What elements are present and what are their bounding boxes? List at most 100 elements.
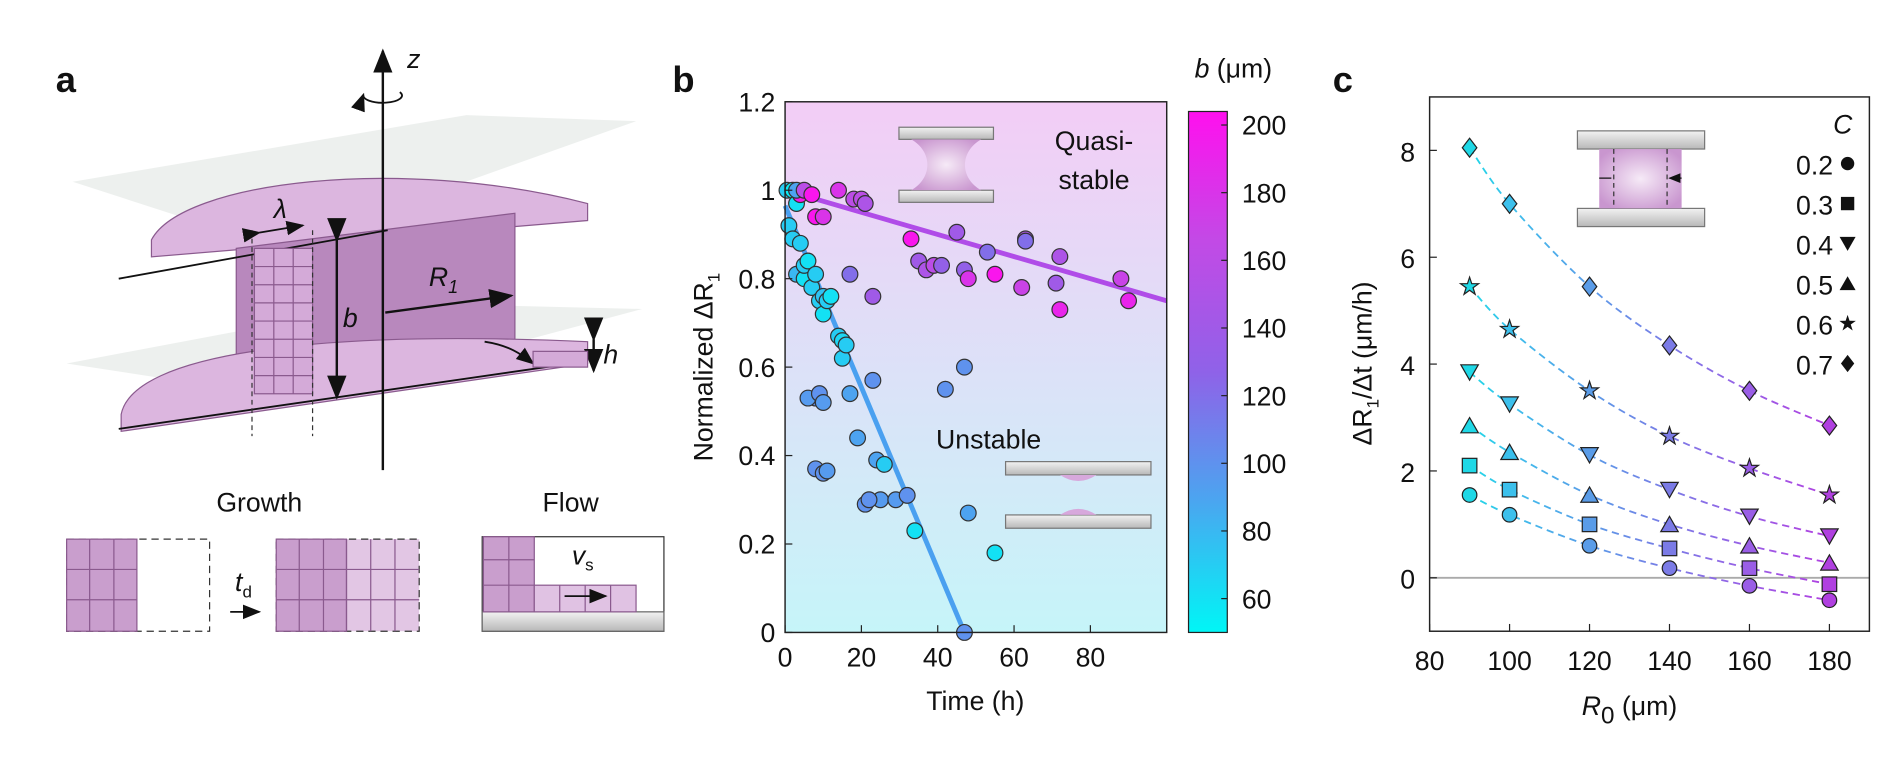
- x-axis-label: (μm): [1615, 691, 1678, 721]
- edge: [118, 360, 588, 430]
- marker: [1661, 334, 1678, 356]
- subscript: 0: [1601, 702, 1614, 729]
- legend-label: 0.3: [1796, 190, 1833, 220]
- label: Flow: [543, 487, 600, 517]
- label: R: [429, 262, 448, 292]
- cells: [532, 350, 589, 368]
- data-point: [959, 504, 977, 522]
- marker: [1741, 560, 1758, 577]
- legend-marker: [1839, 314, 1856, 331]
- y-axis-label: Normalized ΔR1: [688, 273, 723, 462]
- legend-label: 0.2: [1796, 150, 1833, 180]
- marker: [1819, 528, 1840, 546]
- data-point: [955, 358, 973, 376]
- marker: [1579, 485, 1600, 503]
- panel-a: a z λ b R1 h Growth Flow td vs: [56, 44, 665, 632]
- y-tick-label: 2: [1400, 458, 1415, 488]
- data-point: [1120, 292, 1138, 310]
- subscript: s: [585, 556, 593, 575]
- series-line: [1469, 424, 1830, 564]
- marker: [1499, 396, 1520, 414]
- marker: [1458, 275, 1481, 296]
- y-axis-label: ΔR: [1347, 408, 1377, 445]
- x-tick-label: 140: [1647, 646, 1691, 676]
- x-tick-label: 80: [1076, 642, 1106, 672]
- colorbar-label: (μm): [1209, 54, 1272, 84]
- annotation: stable: [1058, 165, 1129, 195]
- series-line: [1469, 494, 1830, 602]
- data-point: [986, 544, 1004, 562]
- x-axis-label: R0 (μm): [1582, 691, 1677, 729]
- marker: [1579, 447, 1600, 465]
- data-point: [906, 522, 924, 540]
- marker: [1739, 508, 1760, 526]
- x-tick-label: 100: [1487, 646, 1531, 676]
- data-point: [902, 230, 920, 248]
- data-point: [1112, 270, 1130, 288]
- legend-label: 0.7: [1796, 350, 1833, 380]
- marker: [1501, 481, 1518, 498]
- data-point: [803, 186, 821, 204]
- marker: [1461, 457, 1478, 474]
- marker: [1459, 364, 1480, 382]
- x-tick-label: 60: [999, 642, 1029, 672]
- x-tick-label: 160: [1727, 646, 1771, 676]
- series-line: [1469, 464, 1830, 586]
- cell-grid: [253, 247, 314, 395]
- panel-label: c: [1333, 59, 1353, 100]
- marker: [1818, 483, 1841, 505]
- data-point: [1051, 248, 1069, 266]
- series-line: [1469, 371, 1830, 538]
- marker: [1821, 415, 1838, 436]
- marker: [1819, 553, 1840, 571]
- legend-marker: [1839, 276, 1856, 291]
- marker: [1661, 540, 1678, 557]
- data-point: [807, 265, 825, 283]
- marker: [1821, 592, 1838, 609]
- y-tick-label: 6: [1400, 244, 1415, 274]
- data-point: [948, 223, 966, 241]
- data-point: [814, 208, 832, 226]
- colorbar-tick-label: 180: [1242, 178, 1286, 208]
- inset-schematic: [1576, 130, 1706, 228]
- legend-marker: [1839, 236, 1856, 251]
- x-tick-label: 120: [1567, 646, 1611, 676]
- panel-label: a: [56, 59, 77, 100]
- annotation: Unstable: [936, 424, 1041, 454]
- label: v: [572, 541, 587, 571]
- inset-unstable: [1004, 461, 1152, 529]
- legend-marker: [1840, 196, 1855, 211]
- data-point: [1017, 232, 1034, 250]
- inset-quasistable: [898, 126, 995, 203]
- y-tick-label: 8: [1400, 137, 1415, 167]
- data-point: [933, 256, 951, 274]
- data-point: [1047, 274, 1065, 292]
- marker: [1461, 487, 1478, 503]
- marker: [1741, 380, 1758, 402]
- data-point: [959, 270, 977, 288]
- colorbar-tick-label: 200: [1242, 111, 1286, 141]
- colorbar-label: b (μm): [1195, 54, 1273, 84]
- series-line: [1468, 147, 1830, 427]
- data-point: [986, 265, 1004, 283]
- y-axis-label: /Δt (μm/h): [1347, 281, 1377, 399]
- legend-marker: [1840, 354, 1855, 373]
- data-point: [856, 195, 874, 212]
- growth-before: [66, 538, 211, 632]
- colorbar-tick-label: 140: [1242, 314, 1286, 344]
- label: t: [235, 567, 244, 597]
- y-tick-label: 0.6: [738, 353, 775, 383]
- subscript: d: [242, 582, 251, 601]
- colorbar-tick-label: 160: [1242, 246, 1286, 276]
- y-tick-label: 0.8: [738, 264, 775, 294]
- colorbar-tick-label: 60: [1242, 584, 1272, 614]
- subscript: 1: [705, 273, 724, 282]
- label: z: [406, 44, 420, 74]
- panel-c: c R0 (μm) ΔR1/Δt (μm/h) 80 100 120 140 160 18…: [1333, 59, 1871, 729]
- data-point: [860, 491, 878, 509]
- colorbar-tick-label: 100: [1242, 449, 1286, 479]
- marker: [1501, 193, 1518, 215]
- marker: [1459, 416, 1480, 434]
- data-point: [814, 394, 832, 411]
- marker: [1501, 506, 1518, 523]
